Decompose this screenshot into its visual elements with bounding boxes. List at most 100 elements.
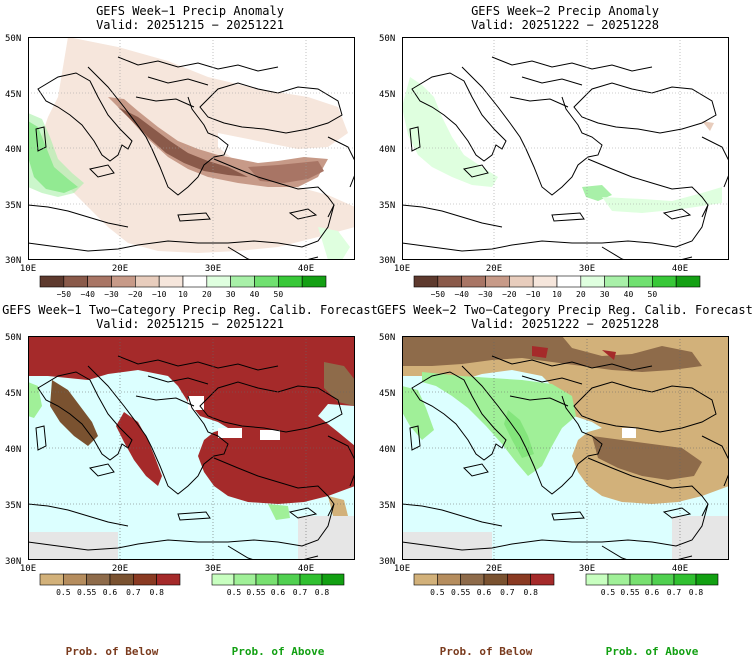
colorbar-label: 0.5 [56, 588, 71, 597]
colorbar-label: 0.8 [315, 588, 330, 597]
colorbar-label: −20 [502, 290, 517, 299]
colorbar-label: 0.7 [667, 588, 682, 597]
lat-label: 40N [379, 445, 395, 455]
colorbar-label: 0.55 [77, 588, 96, 597]
lon-label: 30E [579, 564, 595, 574]
colorbar-label: 10 [178, 290, 188, 299]
colorbar-label: 0.5 [430, 588, 445, 597]
gridlines [402, 336, 729, 560]
lat-label: 35N [5, 501, 21, 511]
colorbar-swatch [133, 573, 157, 586]
below-medium-turkey-east [324, 362, 355, 406]
colorbar-label: 0.8 [149, 588, 164, 597]
colorbar-swatch [254, 275, 279, 288]
panel-valid: Valid: 20251222 − 20251228 [471, 18, 659, 32]
map-frame [402, 336, 729, 560]
colorbar-label: 0.55 [620, 588, 639, 597]
colorbar-swatch [109, 573, 134, 586]
colorbar-label: 0.6 [477, 588, 492, 597]
colorbar-label: −10 [526, 290, 541, 299]
dry-anomaly-area [38, 37, 355, 253]
colorbar-swatch [509, 275, 534, 288]
lon-label: 20E [112, 564, 128, 574]
colorbar-label: 0.55 [246, 588, 265, 597]
dry-anomaly-east [248, 161, 324, 183]
no-data-area [402, 532, 492, 560]
colorbar-label: −40 [454, 290, 469, 299]
colorbar-swatch [675, 275, 701, 288]
lon-labels: 10E 20E 30E 40E [394, 564, 688, 574]
colorbar-swatch [111, 275, 136, 288]
colorbar-swatch [211, 573, 235, 586]
colorbar-label: 0.8 [523, 588, 538, 597]
colorbar-label: 0.7 [500, 588, 515, 597]
colorbar-swatch [483, 573, 508, 586]
above-italy-south [402, 386, 434, 440]
lon-label: 40E [672, 564, 688, 574]
lat-label: 35N [5, 201, 21, 211]
colorbar-label: −50 [57, 290, 72, 299]
lon-label: 20E [486, 264, 502, 274]
colorbar-swatch [135, 275, 160, 288]
colorbar-label: 0.55 [451, 588, 470, 597]
lat-label: 30N [379, 256, 395, 266]
below-strong-greece [116, 412, 162, 486]
colorbar-swatch [182, 275, 208, 288]
panel-title: GEFS Week−1 Two−Category Precip Reg. Cal… [2, 303, 378, 317]
map-frame [28, 37, 355, 260]
lon-label: 10E [394, 264, 410, 274]
colorbar-label: 20 [202, 290, 212, 299]
lon-label: 40E [298, 264, 314, 274]
colorbar-swatch [278, 275, 303, 288]
colorbar-swatch [301, 275, 327, 288]
wet-anomaly-southeast [318, 227, 350, 260]
colorbar-swatch [277, 573, 301, 586]
colorbar-swatch [695, 573, 719, 586]
colorbar-label: −40 [80, 290, 95, 299]
colorbar-swatch [230, 275, 255, 288]
colorbar-label: 30 [600, 290, 610, 299]
lat-label: 50N [5, 333, 21, 343]
colorbar-label: −30 [104, 290, 119, 299]
below-strong-spot [532, 346, 548, 358]
panel-week2-anomaly: GEFS Week−2 Precip Anomaly Valid: 202512… [379, 4, 729, 299]
map-frame [28, 336, 355, 560]
lat-label: 50N [5, 34, 21, 44]
colorbar-swatch [652, 275, 677, 288]
prob-below-colorbar: 0.5 0.55 0.6 0.7 0.8 [413, 573, 555, 597]
colorbar-label: 0.8 [689, 588, 704, 597]
colorbar-swatch [532, 275, 558, 288]
blank-area [622, 428, 636, 438]
colorbar-label: 0.7 [293, 588, 308, 597]
colorbar-label: −10 [152, 290, 167, 299]
anomaly-colorbar: −50 −40 −30 −20 −10 10 20 30 40 50 [39, 275, 327, 299]
colorbar-swatch [629, 573, 653, 586]
colorbar-label: −50 [431, 290, 446, 299]
prob-above-colorbar: 0.5 0.55 0.6 0.7 0.8 [585, 573, 719, 597]
colorbar-label: 0.5 [227, 588, 242, 597]
blank-area [218, 428, 242, 438]
colorbar-label: 0.7 [126, 588, 141, 597]
lat-labels: 50N 45N 40N 35N 30N [379, 34, 395, 266]
panel-week2-probability: GEFS Week−2 Two−Category Precip Reg. Cal… [377, 303, 752, 597]
panel-week1-probability: GEFS Week−1 Two−Category Precip Reg. Cal… [2, 303, 378, 597]
colorbar-swatch [39, 573, 64, 586]
colorbar-label: 0.6 [271, 588, 286, 597]
colorbar-swatch [580, 275, 605, 288]
wet-anomaly-turkey [582, 185, 612, 201]
lat-label: 35N [379, 501, 395, 511]
colorbar-swatch [156, 573, 181, 586]
panel-valid: Valid: 20251215 − 20251221 [96, 18, 284, 32]
above-levant [268, 504, 290, 520]
lon-label: 40E [298, 564, 314, 574]
colorbar-label: 40 [250, 290, 260, 299]
colorbar-swatch [321, 573, 345, 586]
panel-title: GEFS Week−2 Precip Anomaly [471, 4, 659, 18]
dry-anomaly-core [108, 97, 328, 187]
no-data-area [298, 516, 355, 560]
below-strong-spot [602, 350, 616, 360]
lon-label: 40E [672, 264, 688, 274]
colorbar-swatch [585, 573, 609, 586]
lon-label: 30E [205, 564, 221, 574]
